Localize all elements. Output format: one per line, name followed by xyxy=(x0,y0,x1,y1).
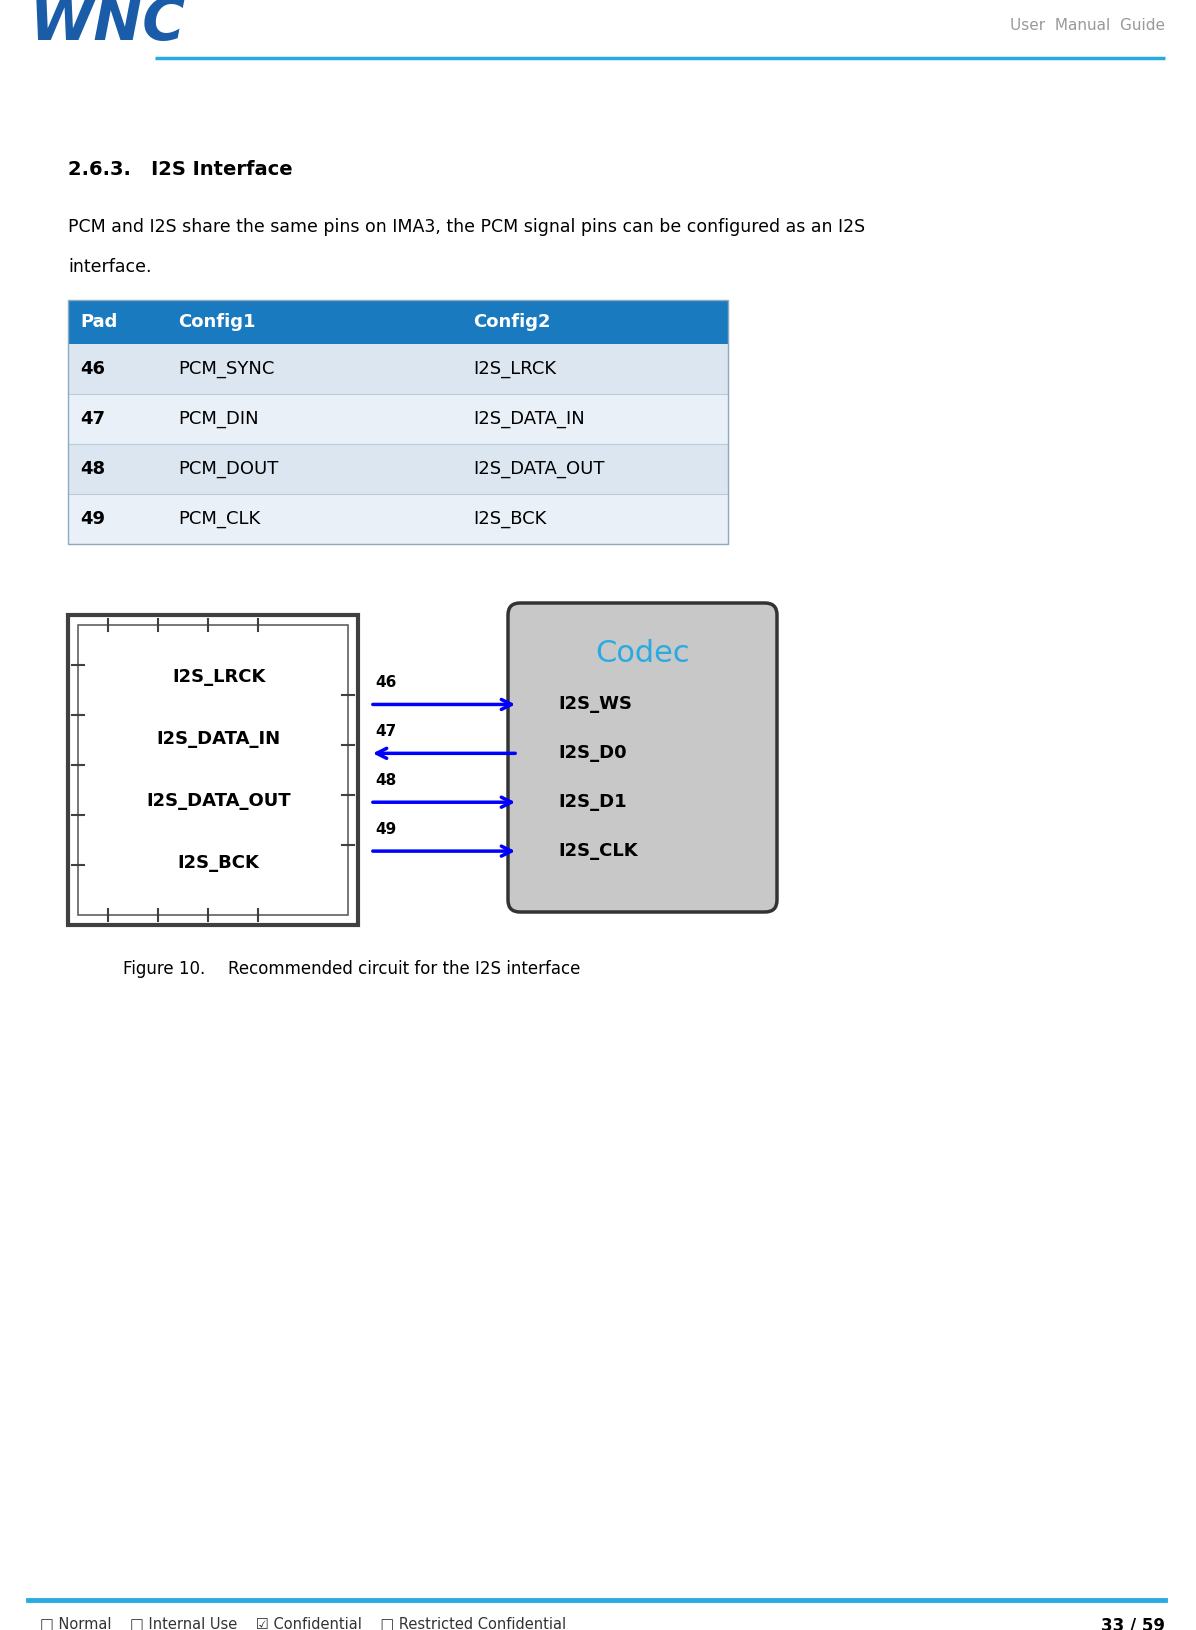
Text: I2S_LRCK: I2S_LRCK xyxy=(472,360,556,378)
Text: 47: 47 xyxy=(376,724,396,740)
Bar xyxy=(68,494,728,544)
Text: 2.6.3.   I2S Interface: 2.6.3. I2S Interface xyxy=(68,160,293,179)
Text: Config1: Config1 xyxy=(178,313,256,331)
Bar xyxy=(68,443,728,494)
Text: 48: 48 xyxy=(80,460,105,478)
Text: PCM_DIN: PCM_DIN xyxy=(178,411,258,429)
Text: PCM_DOUT: PCM_DOUT xyxy=(178,460,279,478)
Text: 47: 47 xyxy=(80,411,105,429)
Text: I2S_DATA_OUT: I2S_DATA_OUT xyxy=(146,792,291,810)
Text: Codec: Codec xyxy=(596,639,690,668)
Text: PCM_SYNC: PCM_SYNC xyxy=(178,360,274,378)
Bar xyxy=(78,624,348,914)
Bar xyxy=(68,300,728,344)
Text: 48: 48 xyxy=(376,773,396,789)
Text: 49: 49 xyxy=(376,822,396,838)
Text: I2S_DATA_IN: I2S_DATA_IN xyxy=(157,730,281,748)
Text: WNC: WNC xyxy=(30,0,187,52)
Text: I2S_D0: I2S_D0 xyxy=(559,745,627,763)
Text: 49: 49 xyxy=(80,510,105,528)
Text: 33 / 59: 33 / 59 xyxy=(1102,1615,1165,1630)
Text: Recommended circuit for the I2S interface: Recommended circuit for the I2S interfac… xyxy=(228,960,580,978)
Bar xyxy=(68,300,728,544)
Text: PCM_CLK: PCM_CLK xyxy=(178,510,261,528)
FancyBboxPatch shape xyxy=(508,603,777,913)
Text: Pad: Pad xyxy=(80,313,117,331)
Bar xyxy=(68,344,728,394)
Text: interface.: interface. xyxy=(68,258,152,275)
Text: Config2: Config2 xyxy=(472,313,550,331)
Text: I2S_CLK: I2S_CLK xyxy=(559,843,637,861)
Bar xyxy=(68,615,358,924)
Text: I2S_BCK: I2S_BCK xyxy=(472,510,547,528)
Text: PCM and I2S share the same pins on IMA3, the PCM signal pins can be configured a: PCM and I2S share the same pins on IMA3,… xyxy=(68,218,865,236)
Text: Figure 10.: Figure 10. xyxy=(123,960,206,978)
Text: □ Normal    □ Internal Use    ☑ Confidential    □ Restricted Confidential: □ Normal □ Internal Use ☑ Confidential □… xyxy=(39,1615,566,1630)
Text: I2S_WS: I2S_WS xyxy=(559,696,631,714)
Text: I2S_D1: I2S_D1 xyxy=(559,794,627,812)
Text: 46: 46 xyxy=(376,675,396,691)
Text: I2S_DATA_IN: I2S_DATA_IN xyxy=(472,411,585,429)
Text: I2S_BCK: I2S_BCK xyxy=(178,854,260,872)
Text: I2S_DATA_OUT: I2S_DATA_OUT xyxy=(472,460,604,478)
Bar xyxy=(68,394,728,443)
Text: User  Manual  Guide: User Manual Guide xyxy=(1009,18,1165,33)
Text: 46: 46 xyxy=(80,360,105,378)
Text: I2S_LRCK: I2S_LRCK xyxy=(172,668,266,686)
